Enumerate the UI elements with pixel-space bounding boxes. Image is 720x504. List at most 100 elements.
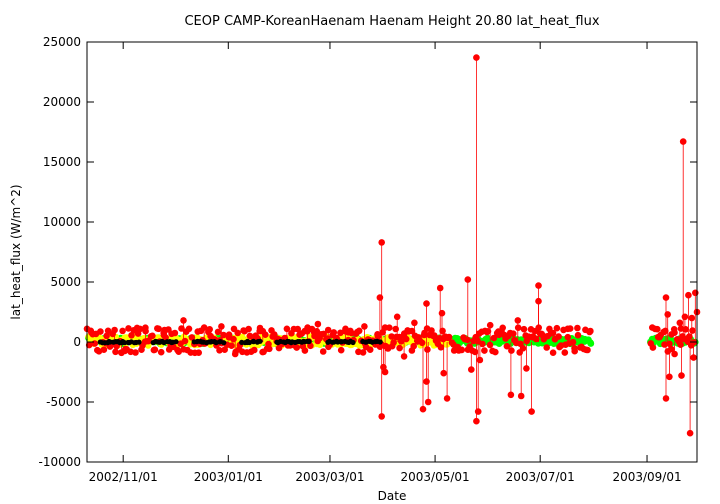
y-tick-label: 25000 <box>43 35 81 49</box>
data-point <box>690 354 697 361</box>
data-point <box>142 327 149 335</box>
data-point <box>231 350 239 358</box>
data-point <box>692 289 699 297</box>
data-point <box>443 395 451 402</box>
data-point <box>85 341 93 349</box>
data-point <box>402 335 410 343</box>
data-point <box>376 294 384 301</box>
data-point <box>676 319 684 327</box>
data-point <box>171 329 179 337</box>
data-point <box>378 239 386 246</box>
data-point <box>523 365 530 372</box>
data-point <box>381 324 389 331</box>
data-point <box>671 329 678 337</box>
data-point <box>118 349 125 357</box>
y-tick-label: 15000 <box>43 155 81 169</box>
data-point <box>654 325 661 333</box>
data-point <box>574 324 581 332</box>
data-point <box>221 346 228 354</box>
data-point <box>569 338 577 346</box>
data-point <box>571 347 578 355</box>
data-point <box>499 324 507 332</box>
data-point <box>400 353 408 360</box>
data-point <box>112 348 119 356</box>
x-tick-label: 2003/05/01 <box>400 470 469 484</box>
data-point <box>445 333 453 341</box>
data-point <box>481 347 488 354</box>
data-point <box>151 346 159 354</box>
y-tick-label: 5000 <box>50 275 81 289</box>
data-point <box>458 346 466 354</box>
data-point <box>128 332 135 339</box>
data-point <box>424 346 431 353</box>
data-point <box>436 284 444 292</box>
data-point <box>181 337 189 345</box>
data-point <box>91 340 98 347</box>
data-point <box>662 294 670 301</box>
data-point <box>486 321 494 329</box>
data-point <box>535 282 542 289</box>
data-point <box>471 348 479 356</box>
data-point <box>553 324 561 332</box>
data-point <box>378 413 386 420</box>
data-point <box>678 372 685 379</box>
data-point <box>157 348 165 356</box>
data-point <box>486 341 494 349</box>
data-point <box>664 311 671 318</box>
data-point <box>392 325 400 333</box>
data-point <box>686 333 693 340</box>
data-point <box>330 329 338 336</box>
data-point <box>225 331 233 339</box>
data-point <box>439 327 446 335</box>
data-point <box>574 331 582 339</box>
data-point <box>473 335 480 342</box>
data-point <box>418 339 426 347</box>
data-point <box>257 338 263 344</box>
data-point <box>251 346 258 354</box>
x-tick-label: 2002/11/01 <box>89 470 158 484</box>
data-point <box>549 329 557 337</box>
data-point <box>319 348 327 355</box>
data-point <box>200 324 208 331</box>
data-point <box>132 349 139 356</box>
data-point <box>216 347 223 354</box>
data-point <box>685 291 692 299</box>
data-point <box>689 327 696 334</box>
data-point <box>566 325 574 332</box>
data-point <box>100 346 108 354</box>
data-point <box>149 332 156 340</box>
data-point <box>423 300 430 307</box>
x-axis-label: Date <box>378 489 407 503</box>
data-point <box>246 339 253 346</box>
data-point <box>320 330 328 338</box>
data-point <box>428 327 435 334</box>
data-point <box>419 405 427 413</box>
data-point <box>677 341 684 349</box>
data-point <box>679 138 687 145</box>
data-point <box>306 338 312 345</box>
data-point <box>103 332 110 340</box>
y-tick-label: 20000 <box>43 95 81 109</box>
x-tick-label: 2003/01/01 <box>194 470 263 484</box>
data-point <box>185 325 193 333</box>
data-point <box>662 327 669 335</box>
data-point <box>155 325 162 333</box>
data-point <box>543 344 550 351</box>
data-point <box>245 325 252 333</box>
chart-title: CEOP CAMP-KoreanHaenam Haenam Height 20.… <box>184 14 599 29</box>
data-point <box>682 326 689 333</box>
plot-frame <box>86 41 698 463</box>
data-point <box>293 344 301 351</box>
data-point <box>337 346 345 354</box>
data-point <box>688 314 696 322</box>
data-point <box>584 346 591 354</box>
data-point <box>136 339 142 345</box>
data-point <box>180 317 187 324</box>
data-point <box>517 392 525 400</box>
data-point <box>549 349 557 357</box>
y-tick-label: -10000 <box>38 455 81 469</box>
data-point <box>294 325 302 333</box>
data-point <box>266 345 273 353</box>
y-axis-label: lat_heat_flux (W/m^2) <box>9 184 23 319</box>
